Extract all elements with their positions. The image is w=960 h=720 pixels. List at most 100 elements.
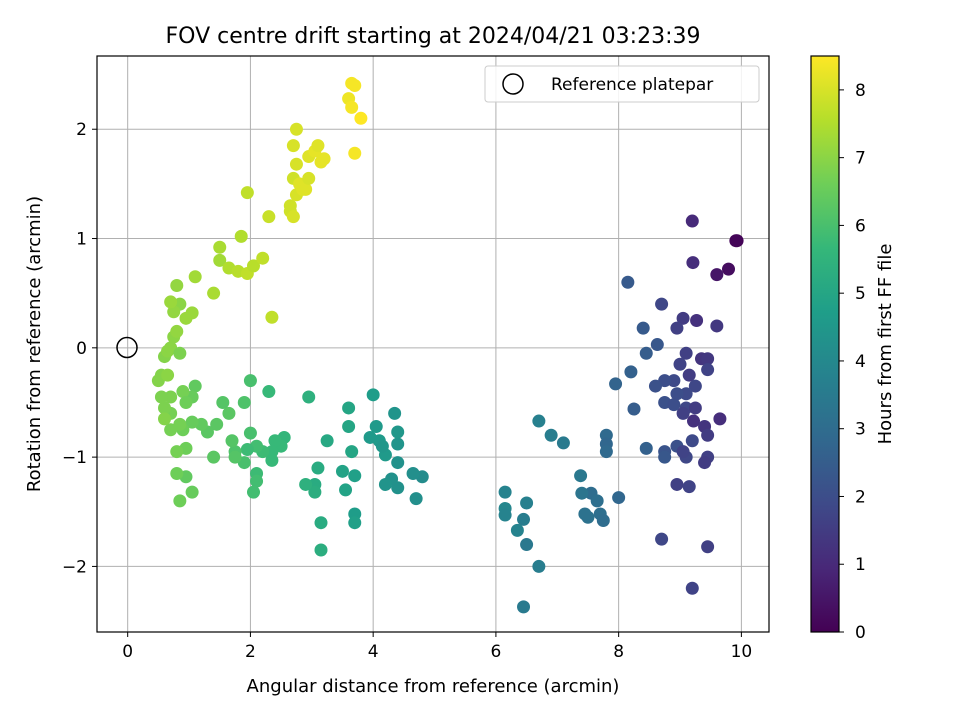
- data-point: [354, 111, 368, 125]
- data-point: [216, 395, 230, 409]
- data-point: [207, 286, 221, 300]
- data-point: [317, 152, 331, 166]
- data-point: [348, 79, 362, 93]
- colorbar-tick-label: 2: [855, 487, 866, 507]
- data-point: [713, 412, 727, 426]
- x-tick-label: 10: [731, 642, 753, 662]
- chart-title: FOV centre drift starting at 2024/04/21 …: [166, 24, 701, 49]
- data-point: [679, 346, 693, 360]
- data-point: [676, 445, 690, 459]
- data-point: [268, 434, 282, 448]
- data-point: [348, 469, 362, 483]
- data-point: [246, 259, 260, 273]
- data-point: [688, 379, 702, 393]
- data-point: [335, 464, 349, 478]
- data-point: [710, 268, 724, 282]
- plot-frame: [96, 55, 770, 633]
- data-point: [639, 346, 653, 360]
- colorbar-tick-label: 0: [855, 623, 866, 643]
- data-point: [250, 474, 264, 488]
- y-axis-ticks: −2 −1 0 1 2: [62, 120, 97, 577]
- data-point: [609, 377, 623, 391]
- data-point: [575, 486, 589, 500]
- data-point: [185, 485, 199, 499]
- data-point: [243, 374, 257, 388]
- data-point: [698, 456, 712, 470]
- data-point: [234, 229, 248, 243]
- data-point: [342, 401, 356, 415]
- data-point: [170, 324, 184, 338]
- data-point: [158, 412, 172, 426]
- data-point: [409, 492, 423, 506]
- data-point: [345, 100, 359, 114]
- data-point: [682, 480, 696, 494]
- colorbar: 0 1 2 3 4 5 6 7 8 Hours from first FF file: [810, 55, 896, 643]
- data-point: [624, 365, 638, 379]
- data-point: [701, 540, 715, 554]
- data-point: [348, 516, 362, 530]
- data-point: [345, 445, 359, 459]
- x-axis-ticks: 0 2 4 6 8 10: [122, 632, 752, 662]
- data-point: [517, 512, 531, 526]
- data-point: [391, 456, 405, 470]
- data-point: [286, 210, 300, 224]
- data-point: [517, 600, 531, 614]
- data-point: [170, 445, 184, 459]
- data-point: [655, 297, 669, 311]
- data-point: [682, 368, 696, 382]
- data-point: [520, 496, 534, 510]
- data-point: [701, 352, 715, 366]
- data-point: [289, 122, 303, 136]
- data-point: [599, 445, 613, 459]
- data-point: [676, 406, 690, 420]
- data-point: [673, 357, 687, 371]
- legend-label: Reference platepar: [551, 75, 713, 95]
- data-point: [378, 477, 392, 491]
- data-point: [265, 453, 279, 467]
- legend-marker: [502, 73, 524, 95]
- gridlines: [97, 56, 769, 632]
- data-point: [627, 402, 641, 416]
- data-point: [391, 437, 405, 451]
- data-point: [667, 374, 681, 388]
- data-point: [161, 368, 175, 382]
- data-point: [158, 401, 172, 415]
- data-point: [173, 494, 187, 508]
- x-axis-label: Angular distance from reference (arcmin): [247, 676, 620, 697]
- data-point: [655, 532, 669, 546]
- data-point: [375, 439, 389, 453]
- data-point: [164, 423, 178, 437]
- data-point: [299, 182, 313, 196]
- data-point: [676, 311, 690, 325]
- x-tick-label: 6: [490, 642, 501, 662]
- data-point: [366, 388, 380, 402]
- data-point: [243, 426, 257, 440]
- data-point: [701, 363, 715, 377]
- data-point: [369, 420, 383, 434]
- data-point: [237, 395, 251, 409]
- colorbar-tick-label: 1: [855, 555, 866, 575]
- data-point: [302, 171, 316, 185]
- y-tick-label: 2: [76, 120, 87, 140]
- data-point: [342, 420, 356, 434]
- data-points: [151, 76, 744, 614]
- data-point: [729, 234, 743, 248]
- colorbar-tick-label: 3: [855, 420, 866, 440]
- data-point: [262, 385, 276, 399]
- data-point: [667, 398, 681, 412]
- data-point: [686, 256, 700, 270]
- data-point: [308, 485, 322, 499]
- colorbar-tick-label: 8: [855, 81, 866, 101]
- data-point: [687, 414, 701, 428]
- data-point: [685, 434, 699, 448]
- data-point: [670, 387, 684, 401]
- data-point: [167, 305, 181, 319]
- reference-platepar-marker: [116, 336, 138, 359]
- colorbar-tick-label: 6: [855, 216, 866, 236]
- data-point: [596, 514, 610, 528]
- data-point: [498, 485, 512, 499]
- colorbar-gradient: [811, 56, 839, 632]
- data-point: [510, 523, 524, 537]
- data-point: [311, 461, 325, 475]
